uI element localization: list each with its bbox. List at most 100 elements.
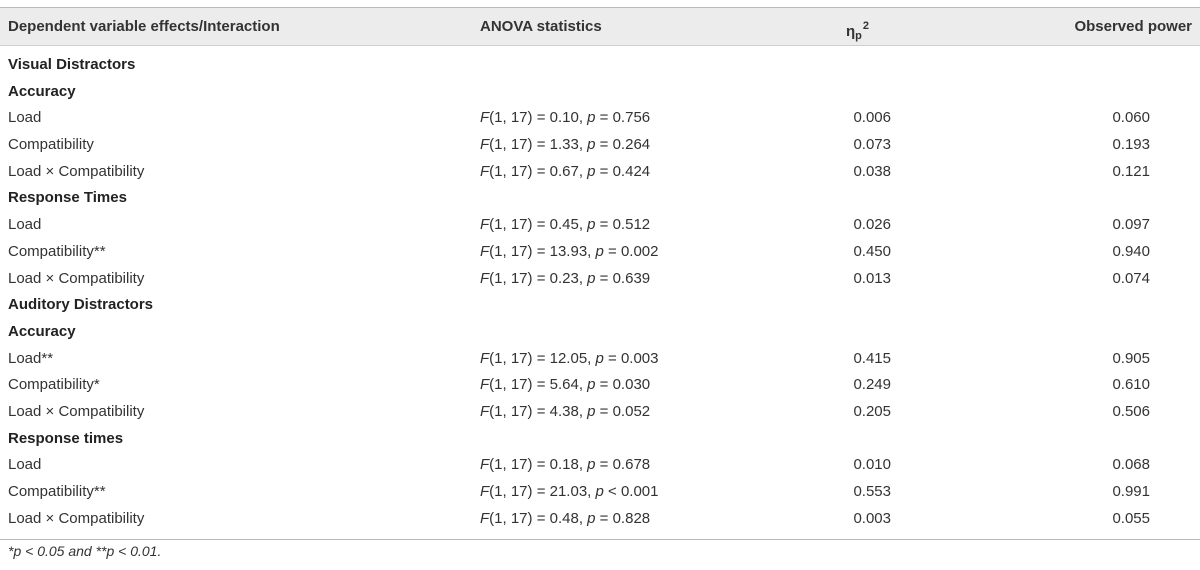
section-row: Auditory Distractors (0, 292, 1200, 319)
eta-superscript: 2 (862, 20, 870, 32)
section-label: Response Times (8, 189, 127, 207)
stat-df: (1, 17) = 0.23, (489, 269, 588, 287)
table-header: Dependent variable effects/Interaction A… (0, 8, 1200, 45)
effect-label: Load × Compatibility (8, 509, 145, 527)
partial-eta-squared-value: 0.038 (853, 162, 891, 180)
stat-prest: = 0.828 (595, 509, 651, 527)
stat-df: (1, 17) = 13.93, (489, 242, 596, 260)
stat-df: (1, 17) = 0.67, (489, 162, 588, 180)
table-row: Load F(1, 17) = 0.10, p = 0.756 0.006 0.060 (0, 105, 1200, 132)
observed-power-value: 0.905 (1112, 349, 1150, 367)
stat-prest: = 0.756 (595, 109, 651, 127)
observed-power-value: 0.193 (1112, 136, 1150, 154)
eta-subscript: p (855, 30, 862, 42)
stat-prest: = 0.003 (603, 349, 659, 367)
table-row: Load × Compatibility F(1, 17) = 0.67, p =… (0, 159, 1200, 186)
partial-eta-squared-value: 0.205 (853, 402, 891, 420)
anova-statistic: F(1, 17) = 0.67, p = 0.424 (480, 159, 650, 186)
stat-p: p (595, 349, 604, 367)
stat-f: F (480, 269, 490, 287)
section-label: Response times (8, 429, 124, 447)
partial-eta-squared-value: 0.553 (853, 483, 891, 500)
stat-prest: = 0.639 (595, 269, 651, 287)
stat-p: p (595, 483, 604, 500)
table-body: Visual Distractors Accuracy Load F(1, 17) =… (0, 52, 1200, 532)
stat-p: p (587, 376, 596, 394)
partial-eta-squared-value: 0.013 (853, 269, 891, 287)
partial-eta-squared-value: 0.010 (853, 456, 891, 474)
effect-label: Load (8, 456, 42, 474)
observed-power-value: 0.060 (1112, 109, 1150, 127)
stat-f: F (480, 109, 490, 127)
section-row: Response Times (0, 185, 1200, 212)
partial-eta-squared-value: 0.415 (853, 349, 891, 367)
stat-df: (1, 17) = 0.10, (489, 109, 588, 127)
stat-f: F (480, 136, 490, 154)
anova-statistic: F(1, 17) = 0.45, p = 0.512 (480, 212, 650, 239)
stat-p: p (587, 216, 596, 234)
partial-eta-squared-value: 0.450 (853, 242, 891, 260)
stat-prest: = 0.052 (595, 402, 651, 420)
stat-f: F (480, 242, 490, 260)
anova-statistic: F(1, 17) = 0.23, p = 0.639 (480, 266, 650, 293)
table-row: Load** F(1, 17) = 12.05, p = 0.003 0.415 0.… (0, 346, 1200, 373)
table-footnote: *p < 0.05 and **p < 0.01. (8, 543, 162, 559)
stat-f: F (480, 456, 490, 474)
stat-f: F (480, 402, 490, 420)
stat-prest: = 0.512 (595, 216, 651, 234)
effect-label: Compatibility** (8, 483, 106, 500)
stat-df: (1, 17) = 1.33, (489, 136, 588, 154)
partial-eta-squared-value: 0.003 (853, 509, 891, 527)
stat-f: F (480, 376, 490, 394)
section-label: Accuracy (8, 82, 76, 100)
table-row: Compatibility** F(1, 17) = 13.93, p = 0.0… (0, 239, 1200, 266)
stat-df: (1, 17) = 0.48, (489, 509, 588, 527)
effect-label: Compatibility* (8, 376, 100, 394)
table-top-rule (0, 7, 1200, 8)
observed-power-value: 0.097 (1112, 216, 1150, 234)
section-row: Response times (0, 426, 1200, 453)
stat-df: (1, 17) = 4.38, (489, 402, 588, 420)
table-row: Compatibility F(1, 17) = 1.33, p = 0.264 0… (0, 132, 1200, 159)
observed-power-value: 0.610 (1112, 376, 1150, 394)
section-label: Accuracy (8, 322, 76, 340)
header-dependent-variable: Dependent variable effects/Interaction (8, 18, 280, 35)
anova-statistic: F(1, 17) = 21.03, p < 0.001 (480, 479, 658, 506)
stat-p: p (587, 109, 596, 127)
stat-p: p (587, 136, 596, 154)
observed-power-value: 0.074 (1112, 269, 1150, 287)
stat-f: F (480, 483, 490, 500)
table-row: Load × Compatibility F(1, 17) = 0.23, p =… (0, 266, 1200, 293)
stat-p: p (587, 509, 596, 527)
partial-eta-squared-value: 0.249 (853, 376, 891, 394)
partial-eta-squared-value: 0.006 (853, 109, 891, 127)
stat-f: F (480, 216, 490, 234)
section-row: Visual Distractors (0, 52, 1200, 79)
stat-df: (1, 17) = 21.03, (489, 483, 596, 500)
observed-power-value: 0.068 (1112, 456, 1150, 474)
anova-statistic: F(1, 17) = 13.93, p = 0.002 (480, 239, 658, 266)
effect-label: Load × Compatibility (8, 162, 145, 180)
stat-f: F (480, 162, 490, 180)
stat-p: p (595, 242, 604, 260)
section-label: Auditory Distractors (8, 296, 154, 314)
anova-statistic: F(1, 17) = 0.18, p = 0.678 (480, 452, 650, 479)
header-partial-eta-squared: ηp2 (846, 8, 906, 45)
stat-prest: < 0.001 (603, 483, 659, 500)
table-row: Load F(1, 17) = 0.45, p = 0.512 0.026 0.097 (0, 212, 1200, 239)
stat-prest: = 0.002 (603, 242, 659, 260)
header-observed-power: Observed power (1074, 18, 1192, 35)
partial-eta-squared-value: 0.026 (853, 216, 891, 234)
partial-eta-squared-value: 0.073 (853, 136, 891, 154)
effect-label: Load (8, 216, 42, 234)
effect-label: Load × Compatibility (8, 269, 145, 287)
table-row: Compatibility** F(1, 17) = 21.03, p < 0.0… (0, 479, 1200, 506)
eta-symbol: η (846, 23, 856, 40)
observed-power-value: 0.055 (1112, 509, 1150, 527)
effect-label: Load × Compatibility (8, 402, 145, 420)
stat-df: (1, 17) = 12.05, (489, 349, 596, 367)
stat-p: p (587, 456, 596, 474)
anova-statistic: F(1, 17) = 0.10, p = 0.756 (480, 105, 650, 132)
section-row: Accuracy (0, 79, 1200, 106)
table-bottom-rule (0, 539, 1200, 540)
